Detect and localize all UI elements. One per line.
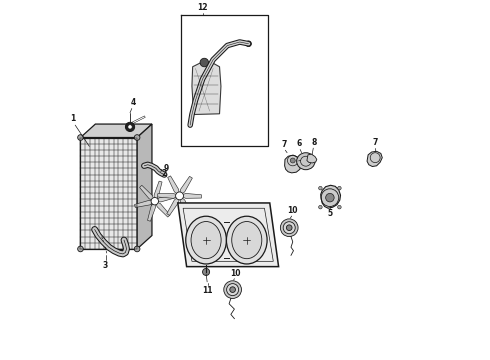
Text: 9: 9 <box>164 164 169 173</box>
Polygon shape <box>179 176 193 196</box>
Polygon shape <box>168 176 179 196</box>
Ellipse shape <box>191 221 221 259</box>
Circle shape <box>134 135 140 140</box>
Polygon shape <box>158 193 179 198</box>
Circle shape <box>283 222 295 234</box>
Text: 5: 5 <box>327 209 333 218</box>
Circle shape <box>318 186 322 190</box>
Circle shape <box>280 219 298 237</box>
Text: 3: 3 <box>102 261 108 270</box>
Circle shape <box>128 125 132 129</box>
Ellipse shape <box>232 221 262 259</box>
Text: 2: 2 <box>162 169 167 178</box>
Polygon shape <box>178 203 279 267</box>
Circle shape <box>230 287 236 292</box>
Text: 8: 8 <box>311 138 317 147</box>
Circle shape <box>134 246 140 252</box>
Text: 11: 11 <box>202 286 213 295</box>
Ellipse shape <box>296 153 315 170</box>
Circle shape <box>151 198 158 205</box>
Circle shape <box>125 122 135 131</box>
Polygon shape <box>147 201 155 221</box>
Circle shape <box>290 158 295 163</box>
Polygon shape <box>179 196 192 216</box>
Text: 7: 7 <box>372 138 378 147</box>
Polygon shape <box>307 154 317 163</box>
Text: 10: 10 <box>288 206 298 215</box>
Polygon shape <box>155 195 175 202</box>
Text: 7: 7 <box>282 140 287 149</box>
Circle shape <box>78 246 83 252</box>
Circle shape <box>226 284 239 296</box>
Ellipse shape <box>186 216 226 264</box>
Circle shape <box>338 206 341 209</box>
Circle shape <box>175 192 183 200</box>
Text: 1: 1 <box>70 114 75 123</box>
Polygon shape <box>80 138 137 249</box>
Ellipse shape <box>226 216 267 264</box>
Circle shape <box>245 41 251 46</box>
Polygon shape <box>321 185 341 208</box>
Polygon shape <box>154 181 162 201</box>
Text: 6: 6 <box>296 139 302 148</box>
Polygon shape <box>192 63 221 114</box>
Circle shape <box>78 135 83 140</box>
Polygon shape <box>155 201 170 217</box>
Polygon shape <box>285 155 301 173</box>
Text: 4: 4 <box>131 98 136 107</box>
Circle shape <box>326 193 334 202</box>
Polygon shape <box>367 151 382 167</box>
Polygon shape <box>179 193 201 198</box>
Circle shape <box>318 206 322 209</box>
Circle shape <box>224 281 242 298</box>
Text: 10: 10 <box>230 269 240 278</box>
Circle shape <box>338 186 341 190</box>
Polygon shape <box>135 201 155 207</box>
Circle shape <box>286 225 292 230</box>
Polygon shape <box>140 185 155 201</box>
Polygon shape <box>137 124 152 249</box>
Polygon shape <box>167 196 179 215</box>
Circle shape <box>200 58 209 67</box>
Text: 12: 12 <box>197 3 208 12</box>
Polygon shape <box>80 124 152 138</box>
Circle shape <box>202 269 210 275</box>
